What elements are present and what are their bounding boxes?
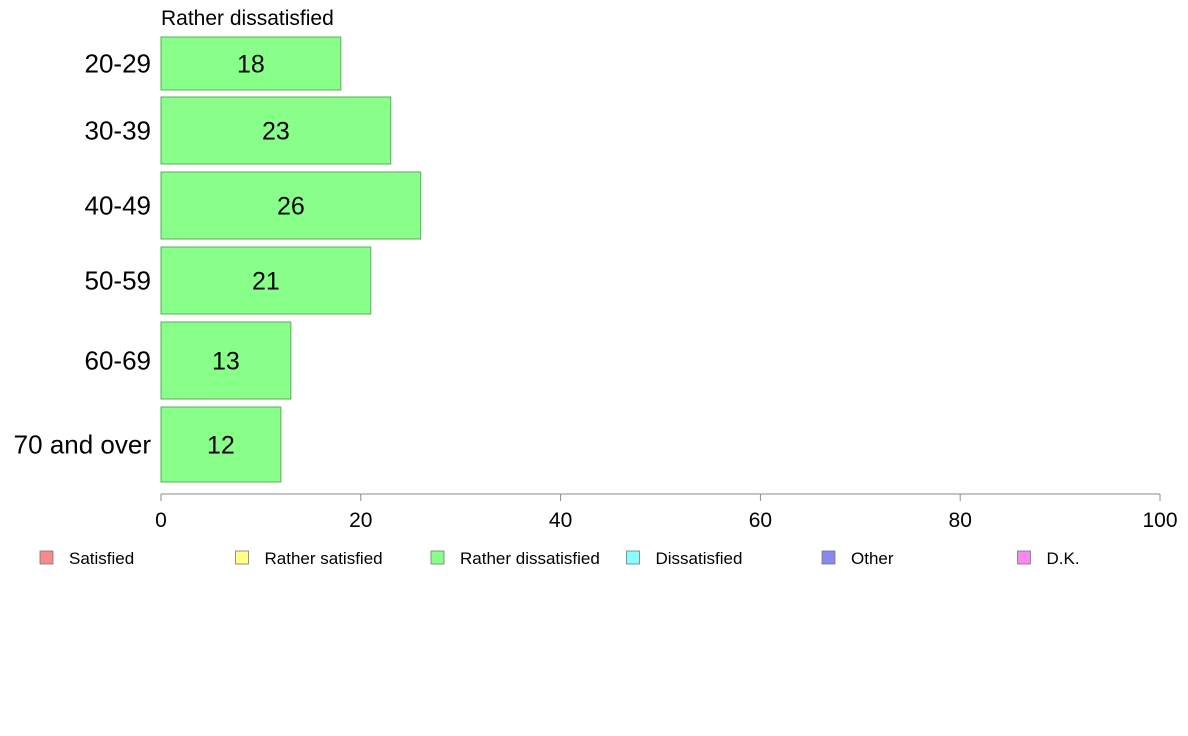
category-label: 70 and over — [14, 430, 152, 460]
legend-label: Other — [851, 549, 894, 568]
legend-swatch — [235, 550, 249, 565]
x-axis: 0 20 40 60 80 100 — [155, 493, 1178, 532]
legend-swatch — [39, 550, 54, 565]
x-tick-label: 100 — [1142, 509, 1177, 532]
data-label: 13 — [212, 348, 240, 376]
data-label: 12 — [207, 432, 235, 460]
bar-60-69 — [160, 321, 292, 400]
legend-swatch — [821, 550, 836, 565]
bar-50-59 — [160, 246, 372, 315]
bar-40-49 — [160, 171, 422, 240]
legend-label: Dissatisfied — [656, 549, 743, 568]
bar-30-39 — [160, 96, 392, 165]
x-tick-label: 80 — [949, 509, 972, 532]
x-tick-label: 0 — [155, 509, 167, 532]
bar-20-29 — [160, 36, 342, 91]
bars-layer: 18 20-29 23 30-39 26 40-49 21 50-59 13 60-69 12 70 … — [14, 36, 422, 483]
category-label: 20-29 — [85, 49, 152, 79]
category-label: 40-49 — [85, 191, 152, 221]
data-label: 18 — [237, 51, 265, 79]
bar-70-and-over — [160, 406, 282, 483]
legend-swatch — [626, 550, 640, 565]
x-tick-label: 60 — [749, 509, 772, 532]
category-label: 60-69 — [85, 346, 152, 376]
x-tick-label: 40 — [549, 509, 572, 532]
data-label: 23 — [262, 118, 290, 146]
category-label: 30-39 — [85, 116, 152, 146]
legend-swatch — [430, 550, 445, 565]
category-label: 50-59 — [85, 266, 152, 296]
chart-title: Rather dissatisfied — [161, 7, 334, 30]
legend-label: Satisfied — [69, 549, 134, 568]
data-label: 21 — [252, 268, 280, 296]
legend-label: D.K. — [1047, 549, 1080, 568]
x-tick-label: 20 — [349, 509, 372, 532]
legend: Satisfied Rather satisfied Rather dissatis… — [39, 549, 1080, 568]
legend-label: Rather satisfied — [265, 549, 383, 568]
legend-swatch — [1017, 550, 1031, 565]
data-label: 26 — [277, 193, 305, 221]
legend-label: Rather dissatisfied — [460, 549, 600, 568]
